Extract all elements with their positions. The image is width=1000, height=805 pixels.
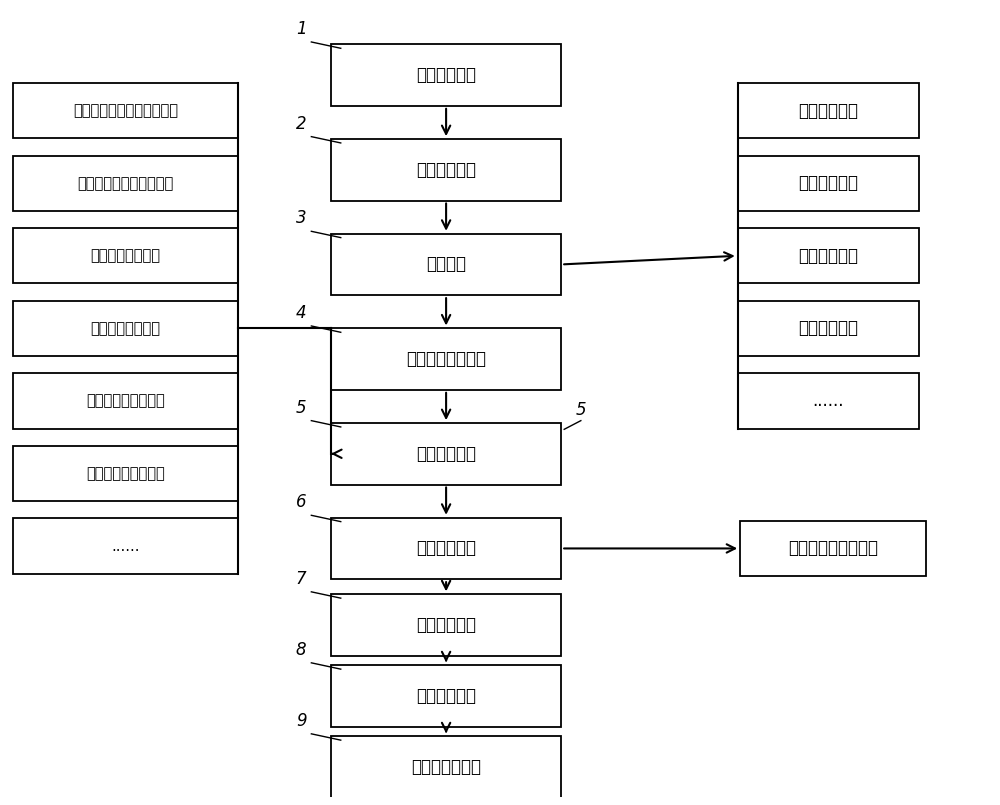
Bar bbox=[738, 374, 919, 428]
Text: 6: 6 bbox=[296, 493, 306, 511]
Text: 5: 5 bbox=[576, 401, 587, 419]
Text: 5: 5 bbox=[296, 398, 306, 417]
Bar bbox=[331, 665, 561, 727]
Bar bbox=[13, 155, 238, 211]
Bar bbox=[13, 518, 238, 574]
Text: 损伤诊断系统: 损伤诊断系统 bbox=[416, 539, 476, 557]
Text: 光学元件粗糙度分布: 光学元件粗糙度分布 bbox=[86, 394, 165, 408]
Text: 光学元件透反率分布: 光学元件透反率分布 bbox=[86, 466, 165, 481]
Bar bbox=[331, 423, 561, 485]
Text: 能量衰减系统: 能量衰减系统 bbox=[416, 161, 476, 179]
Bar bbox=[13, 228, 238, 283]
Text: 8: 8 bbox=[296, 641, 306, 658]
Text: 7: 7 bbox=[296, 570, 306, 588]
Text: 光学元件应力分布: 光学元件应力分布 bbox=[91, 321, 161, 336]
Text: 4: 4 bbox=[296, 304, 306, 322]
Text: 9: 9 bbox=[296, 712, 306, 730]
Bar bbox=[13, 446, 238, 501]
Bar bbox=[13, 301, 238, 356]
Bar bbox=[331, 594, 561, 656]
Text: 聚焦系统: 聚焦系统 bbox=[426, 255, 466, 274]
Text: ......: ...... bbox=[813, 392, 844, 410]
Bar bbox=[331, 139, 561, 200]
Text: 光学元件表面（亚）缺陷分: 光学元件表面（亚）缺陷分 bbox=[73, 103, 178, 118]
Bar bbox=[738, 83, 919, 138]
Bar bbox=[738, 228, 919, 283]
Bar bbox=[331, 737, 561, 798]
Text: 激光相位分布: 激光相位分布 bbox=[798, 174, 858, 192]
Text: 激光参数测量系统: 激光参数测量系统 bbox=[406, 350, 486, 368]
Text: 光学元件吸收分布: 光学元件吸收分布 bbox=[91, 248, 161, 263]
Text: 激光偏振分布: 激光偏振分布 bbox=[798, 320, 858, 337]
Bar bbox=[13, 374, 238, 428]
Text: 测试激光光源: 测试激光光源 bbox=[416, 66, 476, 84]
Text: 计算机控制系统: 计算机控制系统 bbox=[411, 758, 481, 776]
Text: 激光强度分布: 激光强度分布 bbox=[798, 101, 858, 120]
Bar bbox=[13, 83, 238, 138]
Bar bbox=[740, 521, 926, 576]
Text: 光学元件表面形貌高度分: 光学元件表面形貌高度分 bbox=[78, 175, 174, 191]
Text: 辅助移动系统: 辅助移动系统 bbox=[416, 616, 476, 634]
Bar bbox=[331, 518, 561, 580]
Bar bbox=[738, 155, 919, 211]
Text: 能量吸收装置: 能量吸收装置 bbox=[416, 687, 476, 705]
Bar bbox=[331, 233, 561, 295]
Text: 3: 3 bbox=[296, 209, 306, 227]
Text: 光学元件样品: 光学元件样品 bbox=[416, 445, 476, 463]
Text: 光学元件激光损伤分: 光学元件激光损伤分 bbox=[788, 539, 878, 557]
Bar bbox=[738, 301, 919, 356]
Text: 1: 1 bbox=[296, 20, 306, 38]
Bar bbox=[331, 328, 561, 390]
Bar bbox=[331, 44, 561, 106]
Text: 激光时间分布: 激光时间分布 bbox=[798, 247, 858, 265]
Text: 2: 2 bbox=[296, 114, 306, 133]
Text: ......: ...... bbox=[111, 539, 140, 554]
